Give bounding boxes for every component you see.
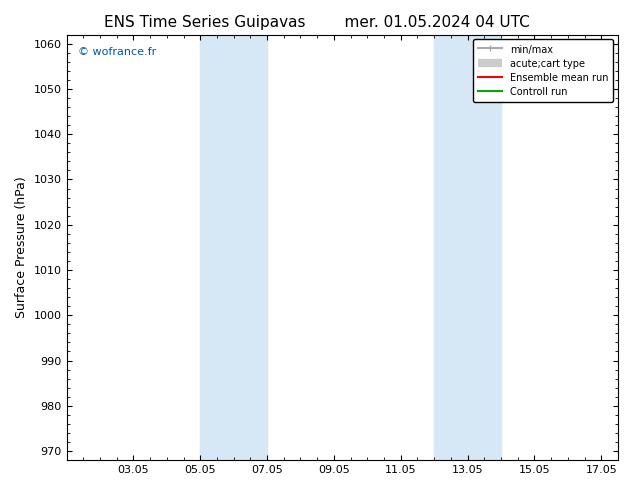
Legend: min/max, acute;cart type, Ensemble mean run, Controll run: min/max, acute;cart type, Ensemble mean …: [473, 40, 613, 102]
Bar: [434, 35, 501, 460]
Text: © wofrance.fr: © wofrance.fr: [77, 48, 156, 57]
Y-axis label: Surface Pressure (hPa): Surface Pressure (hPa): [15, 176, 28, 318]
Text: ENS Time Series Guipavas        mer. 01.05.2024 04 UTC: ENS Time Series Guipavas mer. 01.05.2024…: [104, 15, 530, 30]
Bar: [200, 35, 267, 460]
